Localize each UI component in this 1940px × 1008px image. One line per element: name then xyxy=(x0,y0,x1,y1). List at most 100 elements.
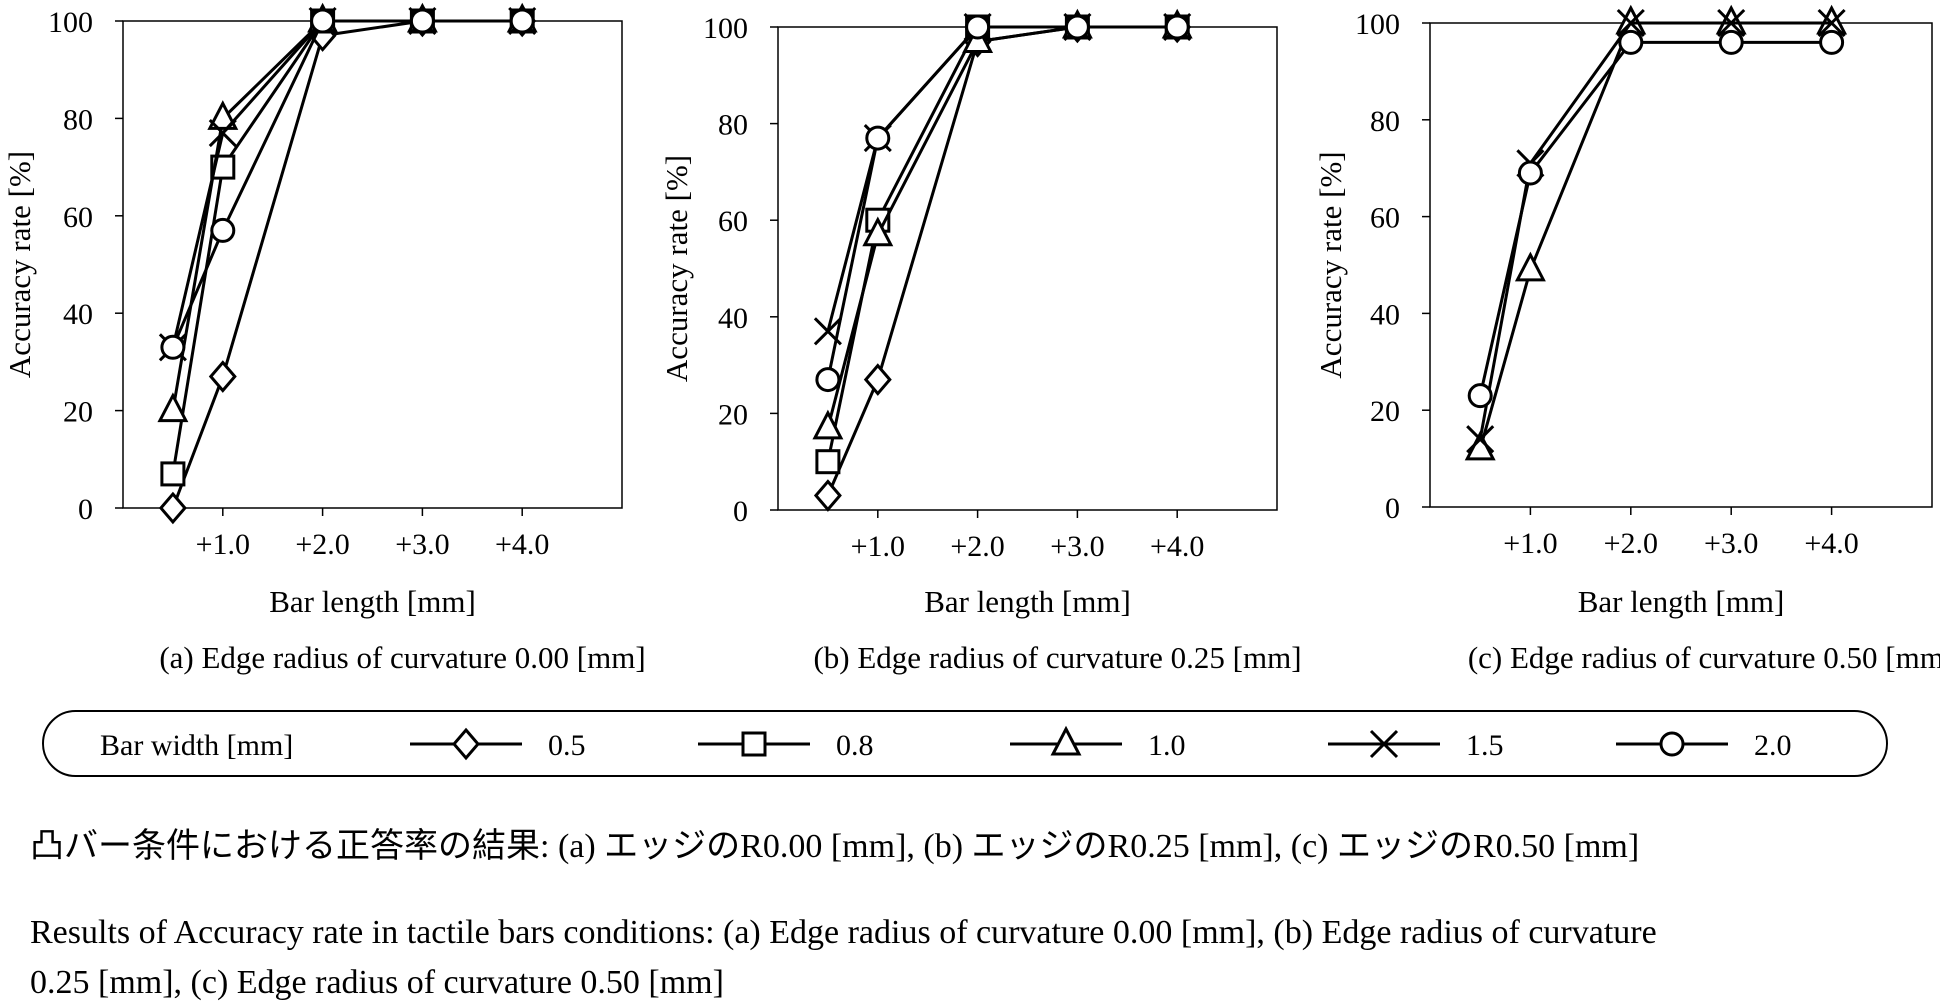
y-tick-label-a: 0 xyxy=(78,493,93,526)
legend-entry-1.0: 1.0 xyxy=(1010,725,1186,762)
y-tick-label-b: 0 xyxy=(733,495,748,528)
chart-subtitle-a: (a) Edge radius of curvature 0.00 [mm] xyxy=(159,640,645,675)
legend-label-0.8: 0.8 xyxy=(836,729,874,762)
figure: 0 20 40 60 80 100 +1.0 +2.0 +3.0 +4.0 Bar length [… xyxy=(2,2,1940,777)
data-point-a-1.5 xyxy=(208,118,237,148)
caption-english: Results of Accuracy rate in tactile bars… xyxy=(30,908,1657,1008)
legend-title: Bar width [mm] xyxy=(100,729,293,762)
series-line-b-1.5 xyxy=(826,25,1178,332)
series-b-2.0 xyxy=(815,14,1190,393)
data-point-b-2.0 xyxy=(965,14,991,40)
data-point-c-1.0 xyxy=(1816,4,1848,35)
series-a-1.5 xyxy=(158,6,537,362)
x-tick-label-a: +4.0 xyxy=(495,528,549,561)
x-tick-label-b: +4.0 xyxy=(1150,530,1204,563)
data-point-c-2.0 xyxy=(1819,29,1845,55)
x-tick-label-c: +2.0 xyxy=(1604,527,1658,560)
y-tick-label-c: 100 xyxy=(1355,8,1400,41)
chart-panel-a: 0 20 40 60 80 100 +1.0 +2.0 +3.0 +4.0 Bar length [… xyxy=(2,2,646,675)
data-point-c-1.5 xyxy=(1817,8,1846,38)
data-point-c-1.5 xyxy=(1466,425,1495,454)
legend-entry-0.8: 0.8 xyxy=(698,729,874,762)
y-tick-label-b: 80 xyxy=(718,109,748,142)
data-point-a-2.0 xyxy=(160,334,186,360)
series-line-a-0.5 xyxy=(171,19,523,509)
series-line-a-1.5 xyxy=(171,19,523,348)
data-point-a-2.0 xyxy=(310,8,336,34)
y-tick-label-b: 100 xyxy=(703,12,748,45)
legend: Bar width [mm] 0.5 0.8 1.0 1.5 2.0 xyxy=(42,710,1888,777)
legend-entry-0.5: 0.5 xyxy=(410,727,586,762)
y-tick-label-a: 40 xyxy=(63,298,93,331)
caption-english-line-1: Results of Accuracy rate in tactile bars… xyxy=(30,914,1657,951)
x-tick-label-a: +3.0 xyxy=(395,528,449,561)
data-point-b-0.5 xyxy=(813,479,842,512)
data-point-c-2.0 xyxy=(1467,383,1493,409)
x-tick-label-b: +1.0 xyxy=(851,530,905,563)
legend-marker-0.8 xyxy=(741,731,767,757)
x-tick-label-b: +3.0 xyxy=(1050,530,1104,563)
data-point-a-1.0 xyxy=(207,100,239,130)
series-line-c-1.5 xyxy=(1478,21,1832,440)
series-line-c-1.0 xyxy=(1478,21,1832,450)
legend-marker-1.5 xyxy=(1369,729,1399,759)
chart-subtitle-c: (c) Edge radius of curvature 0.50 [mm] xyxy=(1468,640,1940,675)
y-tick-label-a: 20 xyxy=(63,396,93,429)
y-axis-label-b: Accuracy rate [%] xyxy=(659,155,694,382)
data-point-a-2.0 xyxy=(409,8,435,34)
y-tick-label-b: 60 xyxy=(718,205,748,238)
x-tick-label-c: +4.0 xyxy=(1804,527,1858,560)
chart-panel-b: 0 20 40 60 80 100 +1.0 +2.0 +3.0 +4.0 Bar length [… xyxy=(659,8,1302,675)
series-c-1.5 xyxy=(1466,8,1846,454)
y-tick-label-a: 80 xyxy=(63,103,93,136)
legend-marker-2.0 xyxy=(1659,731,1685,757)
data-point-a-2.0 xyxy=(509,8,535,34)
data-point-c-2.0 xyxy=(1618,29,1644,55)
y-tick-label-a: 100 xyxy=(48,6,93,39)
legend-label-2.0: 2.0 xyxy=(1754,729,1792,762)
y-tick-label-c: 20 xyxy=(1370,395,1400,428)
series-a-0.8 xyxy=(160,8,535,487)
series-line-b-0.5 xyxy=(826,25,1178,497)
legend-marker-1.0 xyxy=(1050,725,1082,756)
series-c-1.0 xyxy=(1464,4,1848,461)
data-point-c-1.0 xyxy=(1715,4,1747,35)
plot-frame-c xyxy=(1429,22,1933,508)
data-point-c-1.0 xyxy=(1615,4,1647,35)
x-tick-label-b: +2.0 xyxy=(950,530,1004,563)
y-axis-label-a: Accuracy rate [%] xyxy=(2,151,37,378)
y-tick-label-a: 60 xyxy=(63,201,93,234)
series-line-a-1.0 xyxy=(171,19,523,411)
series-c-2.0 xyxy=(1467,29,1845,409)
series-a-0.5 xyxy=(158,4,537,525)
legend-entry-2.0: 2.0 xyxy=(1616,729,1792,762)
data-point-c-1.5 xyxy=(1616,8,1645,38)
series-b-1.5 xyxy=(813,12,1192,346)
y-tick-label-b: 20 xyxy=(718,398,748,431)
data-point-c-1.5 xyxy=(1717,8,1746,38)
x-axis-label-c: Bar length [mm] xyxy=(1578,584,1785,619)
x-tick-label-a: +2.0 xyxy=(295,528,349,561)
x-tick-label-c: +1.0 xyxy=(1503,527,1557,560)
x-tick-label-a: +1.0 xyxy=(196,528,250,561)
data-point-b-0.5 xyxy=(863,363,892,396)
data-point-a-0.5 xyxy=(208,360,237,393)
x-tick-label-c: +3.0 xyxy=(1704,527,1758,560)
series-line-a-0.8 xyxy=(171,19,523,475)
caption-japanese: 凸バー条件における正答率の結果: (a) エッジのR0.00 [mm], (b)… xyxy=(30,828,1640,865)
data-point-b-2.0 xyxy=(1064,14,1090,40)
series-line-b-2.0 xyxy=(826,25,1178,380)
legend-label-1.5: 1.5 xyxy=(1466,729,1504,762)
legend-frame xyxy=(42,710,1888,777)
legend-label-1.0: 1.0 xyxy=(1148,729,1186,762)
y-tick-label-b: 40 xyxy=(718,302,748,335)
y-axis-label-c: Accuracy rate [%] xyxy=(1313,151,1348,378)
data-point-b-2.0 xyxy=(1164,14,1190,40)
data-point-a-0.8 xyxy=(160,461,186,487)
data-point-b-2.0 xyxy=(865,125,891,151)
data-point-b-0.8 xyxy=(815,449,841,475)
legend-entry-1.5: 1.5 xyxy=(1328,729,1504,762)
x-axis-label-a: Bar length [mm] xyxy=(269,584,476,619)
chart-panel-c: 0 20 40 60 80 100 +1.0 +2.0 +3.0 +4.0 Bar length [… xyxy=(1313,4,1940,675)
series-a-2.0 xyxy=(160,8,535,360)
